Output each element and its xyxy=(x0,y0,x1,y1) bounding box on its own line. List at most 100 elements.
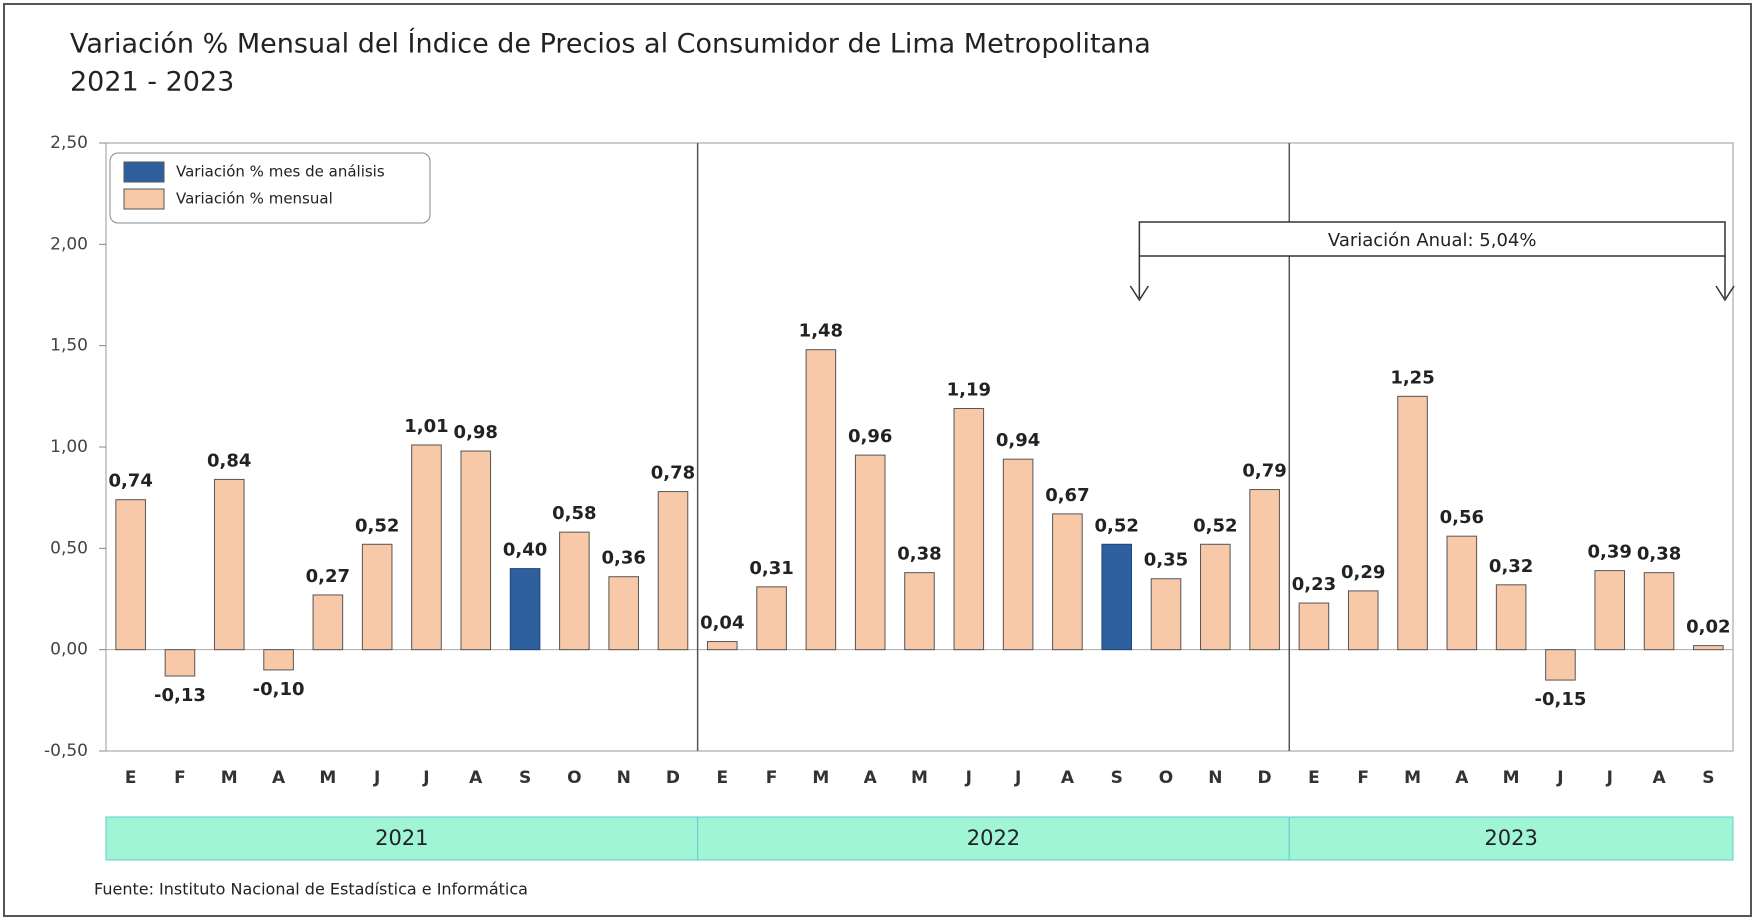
bar xyxy=(756,586,787,651)
value-label: 0,36 xyxy=(601,548,645,569)
bar xyxy=(1397,395,1428,651)
bar xyxy=(1545,649,1576,681)
value-label: 0,29 xyxy=(1341,562,1385,583)
x-tick-label: O xyxy=(1159,768,1173,788)
value-label: 0,98 xyxy=(454,422,498,443)
x-tick-label: J xyxy=(422,768,429,788)
y-tick-label: 0,50 xyxy=(50,538,88,558)
year-band xyxy=(105,816,699,861)
x-tick-label: E xyxy=(716,768,728,788)
x-tick-label: A xyxy=(1652,768,1666,788)
bar xyxy=(1002,458,1034,651)
value-label: 1,01 xyxy=(404,416,448,437)
annotation-arrowhead xyxy=(1715,285,1735,302)
x-tick-label: A xyxy=(864,768,878,788)
x-tick-label: E xyxy=(125,768,137,788)
x-tick-label: F xyxy=(766,768,778,788)
chart-title: Variación % Mensual del Índice de Precio… xyxy=(70,28,1151,60)
bar xyxy=(1594,570,1626,651)
bar xyxy=(115,499,146,651)
legend-box xyxy=(109,152,431,224)
y-tick-label: -0,50 xyxy=(44,741,88,761)
value-label: 0,39 xyxy=(1588,542,1632,563)
x-tick-label: J xyxy=(1014,768,1021,788)
value-label: 0,02 xyxy=(1686,617,1730,638)
x-tick-label: M xyxy=(319,768,336,788)
x-tick-label: M xyxy=(911,768,928,788)
value-label: 0,94 xyxy=(996,430,1040,451)
year-label: 2021 xyxy=(375,826,428,850)
x-tick-label: S xyxy=(1702,768,1714,788)
x-tick-label: M xyxy=(1503,768,1520,788)
value-label: 0,52 xyxy=(355,515,399,536)
annotation: Variación Anual: 5,04% xyxy=(1328,230,1537,251)
x-tick-label: J xyxy=(1556,768,1563,788)
value-label: 0,04 xyxy=(700,613,744,634)
value-label: 0,67 xyxy=(1045,485,1089,506)
y-tick-label: 2,00 xyxy=(50,234,88,254)
bar xyxy=(1347,590,1379,651)
value-label: 0,84 xyxy=(207,450,251,471)
value-label: 1,48 xyxy=(799,321,843,342)
value-label: 0,23 xyxy=(1292,574,1336,595)
legend-label: Variación % mes de análisis xyxy=(176,163,385,181)
value-label: 0,96 xyxy=(848,426,892,447)
value-label: 0,27 xyxy=(306,566,350,587)
x-tick-label: N xyxy=(617,768,631,788)
x-tick-label: A xyxy=(272,768,286,788)
x-tick-label: M xyxy=(1404,768,1421,788)
x-tick-label: M xyxy=(812,768,829,788)
x-tick-label: J xyxy=(965,768,972,788)
value-label: 0,40 xyxy=(503,540,547,561)
bar xyxy=(411,444,442,651)
bar xyxy=(805,349,837,651)
x-tick-label: A xyxy=(1455,768,1469,788)
value-label: 0,38 xyxy=(897,544,941,565)
x-tick-label: J xyxy=(373,768,380,788)
value-label: 0,35 xyxy=(1144,550,1188,571)
bar xyxy=(559,531,590,651)
bar xyxy=(263,649,294,671)
y-tick-label: 2,50 xyxy=(50,133,88,153)
value-label: -0,13 xyxy=(154,685,206,706)
value-label: 0,38 xyxy=(1637,544,1681,565)
value-label: 0,58 xyxy=(552,503,596,524)
year-label: 2022 xyxy=(967,826,1020,850)
value-label: 0,31 xyxy=(749,558,793,579)
value-label: 0,78 xyxy=(651,463,695,484)
bar xyxy=(706,641,738,651)
bar xyxy=(904,572,935,651)
bar xyxy=(509,568,541,651)
x-tick-label: S xyxy=(519,768,531,788)
year-label: 2023 xyxy=(1484,826,1537,850)
bar xyxy=(1052,513,1083,651)
bar xyxy=(953,407,985,651)
value-label: 0,52 xyxy=(1193,515,1237,536)
x-tick-label: J xyxy=(1606,768,1613,788)
value-label: 1,25 xyxy=(1390,367,1434,388)
annotation-box xyxy=(1138,221,1726,257)
bar xyxy=(460,450,492,651)
bar xyxy=(1101,543,1133,651)
x-tick-label: S xyxy=(1111,768,1123,788)
bar xyxy=(657,491,689,651)
legend-swatch xyxy=(123,188,165,210)
bar xyxy=(213,478,245,651)
bar xyxy=(1249,489,1280,651)
x-tick-label: A xyxy=(1061,768,1075,788)
bar xyxy=(854,454,886,651)
chart-subtitle: 2021 - 2023 xyxy=(70,67,234,98)
value-label: 0,32 xyxy=(1489,556,1533,577)
bar xyxy=(164,649,196,677)
annotation-arrowhead xyxy=(1129,285,1149,302)
legend-label: Variación % mensual xyxy=(176,190,333,208)
x-tick-label: M xyxy=(221,768,238,788)
x-tick-label: E xyxy=(1308,768,1320,788)
y-tick-label: 1,50 xyxy=(50,336,88,356)
value-label: -0,15 xyxy=(1534,689,1586,710)
bar xyxy=(608,576,639,651)
value-label: -0,10 xyxy=(253,679,305,700)
value-label: 0,79 xyxy=(1242,461,1286,482)
